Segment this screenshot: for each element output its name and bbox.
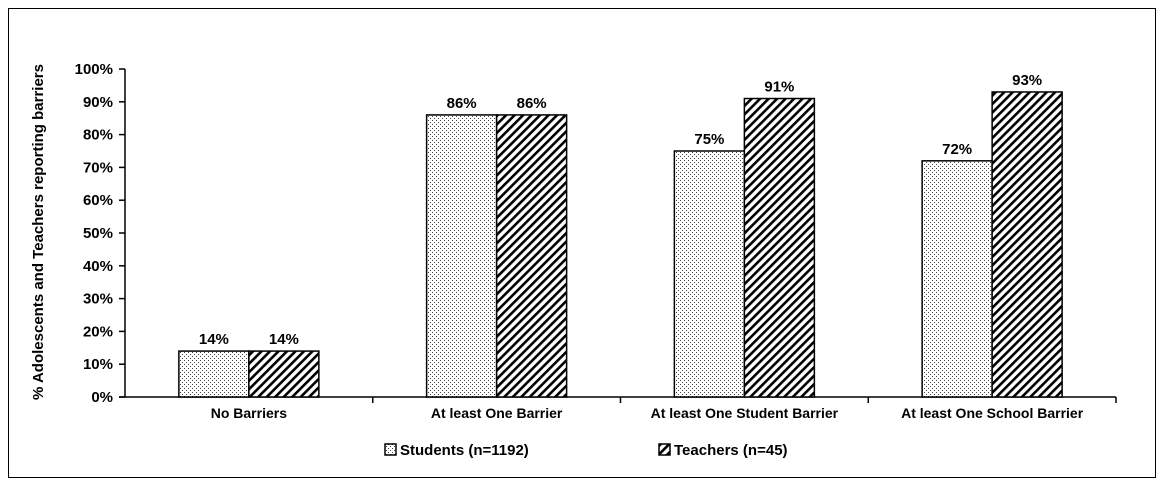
bar-teachers bbox=[495, 114, 568, 398]
bar-students bbox=[673, 150, 746, 398]
data-label: 14% bbox=[199, 331, 229, 348]
bar-students bbox=[921, 160, 993, 398]
bars: 14% 14% 86% 86% 75% 91% 72% 93% bbox=[178, 72, 1063, 398]
bar-teachers bbox=[991, 91, 1063, 398]
y-axis-label: % Adolescents and Teachers reporting bar… bbox=[30, 64, 47, 400]
y-tick-label: 50% bbox=[83, 225, 113, 242]
bar-teachers bbox=[743, 97, 816, 398]
data-label: 72% bbox=[942, 141, 972, 158]
x-tick-label: No Barriers bbox=[211, 405, 287, 421]
y-tick-label: 0% bbox=[91, 389, 113, 406]
y-tick-label: 30% bbox=[83, 291, 113, 308]
x-tick-label: At least One Student Barrier bbox=[651, 405, 839, 421]
x-tick-label: At least One Barrier bbox=[431, 405, 563, 421]
y-tick-label: 10% bbox=[83, 356, 113, 373]
bar-teachers bbox=[248, 350, 320, 398]
y-tick-label: 90% bbox=[83, 94, 113, 111]
legend: Students (n=1192) Teachers (n=45) bbox=[384, 442, 788, 459]
data-label: 14% bbox=[269, 331, 299, 348]
y-axis-label-group: % Adolescents and Teachers reporting bar… bbox=[30, 64, 47, 400]
y-tick-label: 70% bbox=[83, 159, 113, 176]
y-tick-label: 100% bbox=[75, 61, 113, 78]
legend-swatch-teachers bbox=[658, 443, 671, 456]
bar-students bbox=[425, 114, 498, 398]
legend-label-teachers: Teachers (n=45) bbox=[674, 442, 788, 459]
bar-students bbox=[178, 350, 250, 398]
y-tick-label: 40% bbox=[83, 258, 113, 275]
legend-swatch-students bbox=[384, 443, 397, 456]
data-label: 86% bbox=[447, 95, 477, 112]
data-label: 91% bbox=[764, 79, 794, 96]
y-tick-label: 20% bbox=[83, 323, 113, 340]
legend-label-students: Students (n=1192) bbox=[400, 442, 529, 459]
y-tick-label: 80% bbox=[83, 127, 113, 144]
x-tick-label: At least One School Barrier bbox=[901, 405, 1084, 421]
data-label: 86% bbox=[517, 95, 547, 112]
data-label: 93% bbox=[1012, 72, 1042, 89]
data-label: 75% bbox=[694, 131, 724, 148]
y-tick-label: 60% bbox=[83, 192, 113, 209]
